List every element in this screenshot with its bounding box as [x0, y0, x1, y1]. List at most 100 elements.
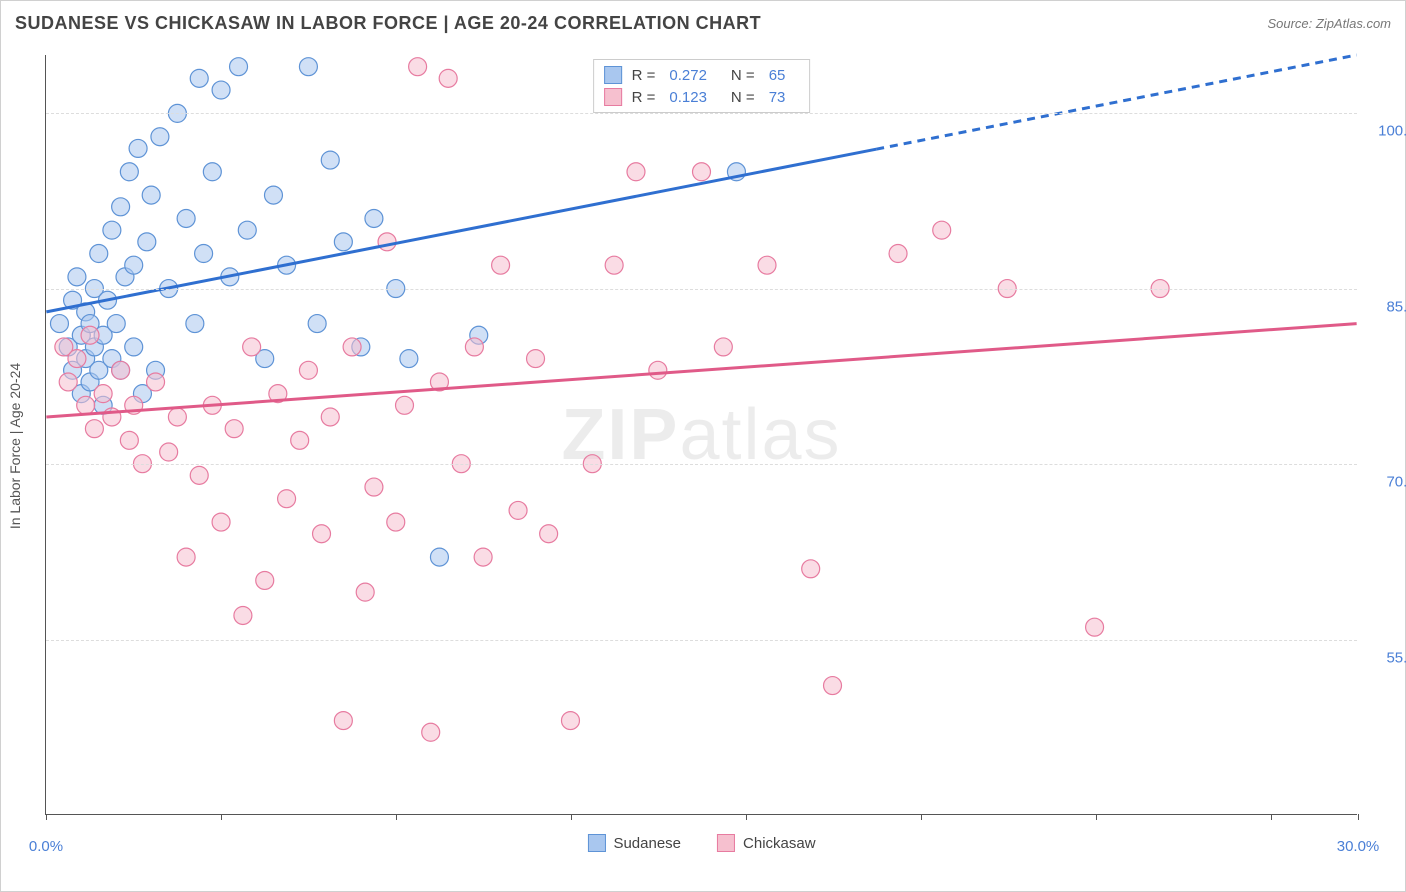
title-bar: SUDANESE VS CHICKASAW IN LABOR FORCE | A…: [1, 1, 1405, 45]
scatter-point: [112, 361, 130, 379]
scatter-point: [422, 723, 440, 741]
scatter-point: [243, 338, 261, 356]
scatter-point: [190, 69, 208, 87]
scatter-point: [212, 513, 230, 531]
scatter-point: [168, 408, 186, 426]
legend-row: R = 0.123 N = 73: [604, 86, 800, 108]
scatter-point: [758, 256, 776, 274]
n-value: 73: [769, 89, 786, 106]
legend-series-label: Chickasaw: [743, 835, 816, 852]
legend-series-item: Sudanese: [587, 834, 681, 852]
gridline-h: [46, 464, 1357, 465]
scatter-point: [90, 245, 108, 263]
scatter-point: [103, 221, 121, 239]
scatter-point: [439, 69, 457, 87]
chart-container: SUDANESE VS CHICKASAW IN LABOR FORCE | A…: [0, 0, 1406, 892]
scatter-point: [50, 315, 68, 333]
scatter-point: [321, 151, 339, 169]
scatter-point: [627, 163, 645, 181]
chart-svg: [46, 55, 1357, 814]
scatter-point: [527, 350, 545, 368]
trend-line: [46, 324, 1356, 417]
scatter-point: [605, 256, 623, 274]
scatter-point: [203, 163, 221, 181]
n-value: 65: [769, 67, 786, 84]
scatter-point: [540, 525, 558, 543]
scatter-point: [68, 350, 86, 368]
trend-line-dashed: [876, 55, 1356, 149]
scatter-point: [177, 548, 195, 566]
scatter-point: [186, 315, 204, 333]
scatter-point: [125, 256, 143, 274]
xtick: [571, 814, 572, 820]
scatter-point: [313, 525, 331, 543]
scatter-point: [492, 256, 510, 274]
scatter-point: [59, 373, 77, 391]
source-label: Source: ZipAtlas.com: [1267, 16, 1391, 31]
scatter-point: [125, 338, 143, 356]
r-value: 0.123: [669, 89, 707, 106]
scatter-point: [68, 268, 86, 286]
scatter-point: [378, 233, 396, 251]
ytick-label: 100.0%: [1365, 123, 1406, 140]
scatter-point: [299, 361, 317, 379]
scatter-point: [321, 408, 339, 426]
scatter-point: [465, 338, 483, 356]
scatter-point: [120, 431, 138, 449]
scatter-point: [195, 245, 213, 263]
legend-swatch: [587, 834, 605, 852]
scatter-point: [85, 420, 103, 438]
scatter-point: [933, 221, 951, 239]
scatter-point: [693, 163, 711, 181]
scatter-point: [1086, 618, 1104, 636]
scatter-point: [190, 466, 208, 484]
legend-correlation: R =0.272N =65R =0.123N =73: [593, 59, 811, 113]
scatter-point: [278, 490, 296, 508]
scatter-point: [77, 396, 95, 414]
scatter-point: [238, 221, 256, 239]
plot-area: ZIPatlas R =0.272N =65R =0.123N =73 Suda…: [45, 55, 1357, 815]
scatter-point: [356, 583, 374, 601]
scatter-point: [509, 501, 527, 519]
gridline-h: [46, 113, 1357, 114]
legend-row: R =0.272N =65: [604, 64, 800, 86]
scatter-point: [474, 548, 492, 566]
scatter-point: [225, 420, 243, 438]
trend-line: [46, 149, 876, 312]
scatter-point: [889, 245, 907, 263]
scatter-point: [308, 315, 326, 333]
scatter-point: [430, 548, 448, 566]
scatter-point: [802, 560, 820, 578]
legend-series: Sudanese Chickasaw: [587, 834, 815, 852]
xtick: [1096, 814, 1097, 820]
r-label: R =: [632, 67, 656, 84]
scatter-point: [160, 443, 178, 461]
legend-swatch: [604, 66, 622, 84]
scatter-point: [112, 198, 130, 216]
chart-title: SUDANESE VS CHICKASAW IN LABOR FORCE | A…: [15, 13, 761, 34]
scatter-point: [212, 81, 230, 99]
legend-series-item: Chickasaw: [717, 834, 816, 852]
n-label: N =: [731, 89, 755, 106]
gridline-h: [46, 289, 1357, 290]
scatter-point: [230, 58, 248, 76]
scatter-point: [365, 478, 383, 496]
scatter-point: [334, 712, 352, 730]
scatter-point: [151, 128, 169, 146]
xtick: [46, 814, 47, 820]
xtick: [1358, 814, 1359, 820]
scatter-point: [561, 712, 579, 730]
xtick-label: 30.0%: [1337, 838, 1380, 855]
r-label: R =: [632, 89, 656, 106]
scatter-point: [649, 361, 667, 379]
scatter-point: [107, 315, 125, 333]
scatter-point: [343, 338, 361, 356]
scatter-point: [129, 139, 147, 157]
scatter-point: [147, 373, 165, 391]
scatter-point: [824, 677, 842, 695]
scatter-point: [120, 163, 138, 181]
scatter-point: [291, 431, 309, 449]
scatter-point: [365, 209, 383, 227]
scatter-point: [396, 396, 414, 414]
scatter-point: [142, 186, 160, 204]
